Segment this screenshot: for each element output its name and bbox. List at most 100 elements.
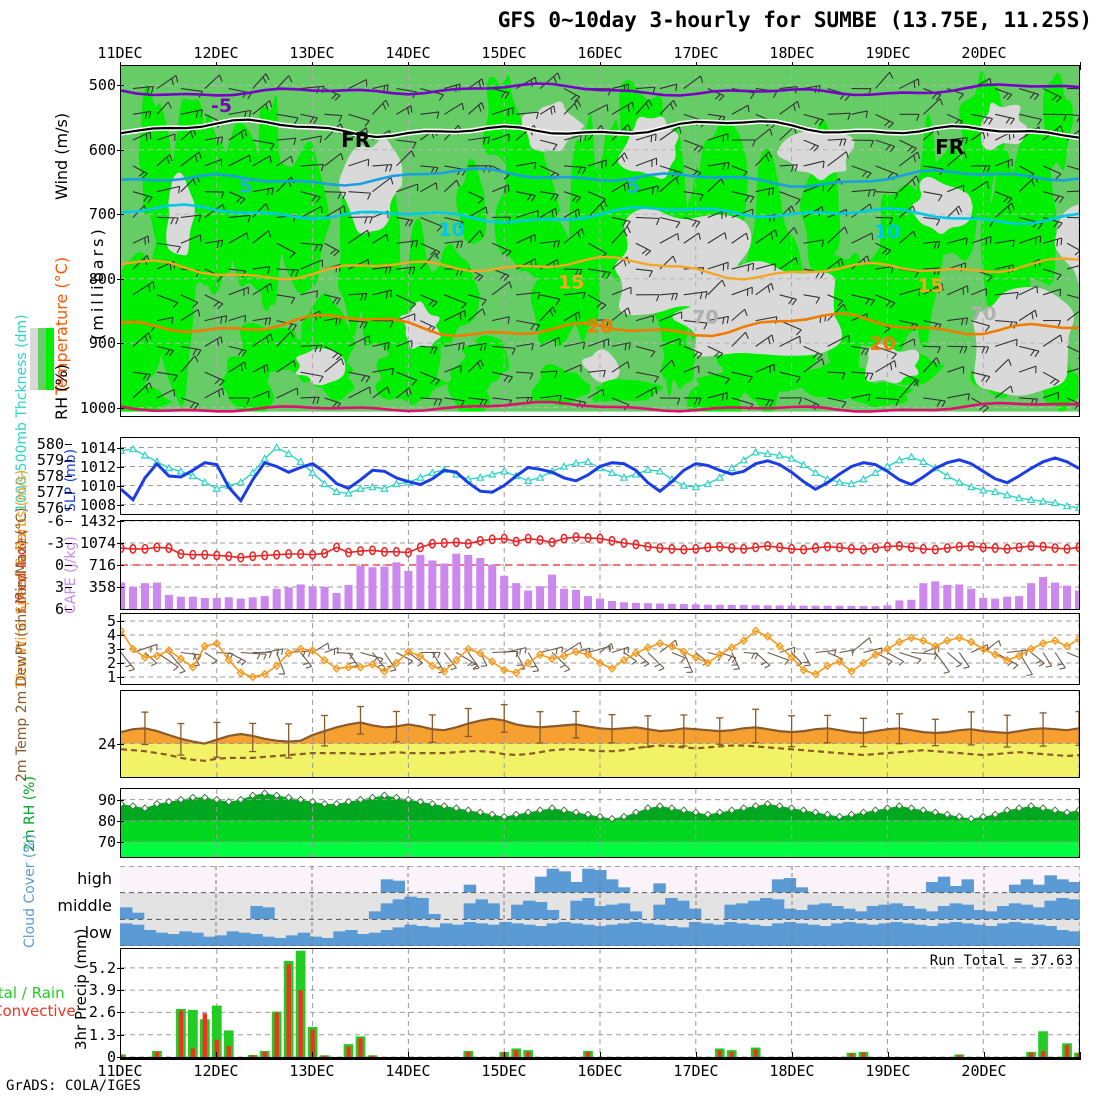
contour-label: 15	[917, 275, 943, 297]
date-label-20dec: 20DEC	[961, 44, 1007, 62]
date-label-13dec: 13DEC	[289, 1062, 335, 1080]
cloud-row-label-high: high	[77, 869, 112, 889]
contour-label: 5	[239, 175, 252, 197]
top-date-axis: 11DEC 12DEC 13DEC 14DEC 15DEC 16DEC 17DEC 18DEC…	[0, 44, 1100, 70]
date-label-14dec: 14DEC	[385, 44, 431, 62]
y-tick-label: 1	[106, 668, 116, 686]
date-label-16dec: 16DEC	[577, 1062, 623, 1080]
contour-label: 70	[970, 303, 996, 325]
axis-tick	[984, 1052, 985, 1060]
y-tick-label: 716	[88, 556, 116, 574]
y-tick-label: 24	[97, 734, 116, 753]
y-tick-mark	[117, 649, 124, 650]
date-label-13dec: 13DEC	[289, 44, 335, 62]
precip-label-convective: Convective	[0, 1002, 76, 1020]
panel-2m-rh	[120, 788, 1080, 858]
y-tick-label: 90	[97, 790, 116, 809]
axis-tick	[216, 1052, 217, 1060]
panel-slp-thickness	[120, 437, 1080, 515]
rh-legend-band	[38, 328, 46, 390]
rh-legend-band	[30, 328, 38, 390]
y-tick-mark	[117, 214, 124, 216]
panel-cape-lifted-index	[120, 520, 1080, 610]
y-tick-mark	[65, 565, 72, 566]
date-label-17dec: 17DEC	[673, 44, 719, 62]
panel-precip: Run Total = 37.63	[120, 948, 1080, 1058]
precip-label-total: Total / Rain	[0, 984, 65, 1002]
grads-credit: GrADS: COLA/IGES	[6, 1078, 141, 1094]
date-label-17dec: 17DEC	[673, 1062, 719, 1080]
contour-label: -5	[211, 95, 232, 117]
y-tick-label: 0	[54, 556, 64, 574]
y-tick-mark	[65, 521, 72, 522]
y-tick-label: 579	[36, 451, 64, 470]
axis-tick	[408, 1052, 409, 1060]
y-tick-label: 1432	[79, 512, 116, 530]
y-tick-label: 580	[36, 435, 64, 454]
precip-plot	[121, 949, 1079, 1057]
y-tick-mark	[117, 1012, 124, 1014]
contour-label: 10	[438, 219, 464, 241]
y-tick-label: 1014	[79, 438, 116, 457]
panel-cloud-cover	[120, 866, 1080, 946]
y-tick-mark	[65, 507, 72, 509]
y-tick-label: -6	[45, 512, 64, 530]
wind10m-plot	[121, 614, 1079, 684]
y-tick-mark	[117, 635, 124, 636]
contour-label: 70	[692, 307, 718, 329]
contour-label: 15	[558, 272, 584, 294]
y-tick-label: 2.6	[88, 1003, 116, 1022]
y-tick-label: 5	[106, 612, 116, 630]
panel-2m-temp	[120, 690, 1080, 778]
y-tick-mark	[65, 491, 72, 493]
axis-tick	[888, 1052, 889, 1060]
y-tick-label: 70	[97, 833, 116, 852]
y-tick-mark	[65, 543, 72, 544]
y-tick-label: 900	[88, 334, 116, 353]
axis-tick	[120, 1052, 121, 1060]
y-tick-mark	[117, 587, 124, 588]
panel-10m-wind	[120, 613, 1080, 685]
rh2m-plot	[121, 789, 1079, 857]
bottom-date-axis: 11DEC 12DEC 13DEC 14DEC 15DEC 16DEC 17DEC 18DEC…	[0, 1052, 1100, 1082]
y-tick-label: 1010	[79, 476, 116, 495]
y-tick-label: 3	[106, 640, 116, 658]
date-label-12dec: 12DEC	[193, 1062, 239, 1080]
cloud-row-labels: high middle low	[0, 866, 120, 946]
y-tick-label: 800	[88, 269, 116, 288]
y-tick-label: 3.9	[88, 981, 116, 1000]
run-total-label: Run Total = 37.63	[929, 953, 1073, 969]
axis-tick	[696, 1052, 697, 1060]
y-tick-label: 500	[88, 76, 116, 95]
page-title: GFS 0~10day 3-hourly for SUMBE (13.75E, …	[497, 8, 1092, 32]
y-tick-mark	[117, 1057, 124, 1058]
y-tick-mark	[65, 587, 72, 588]
y-tick-label: 5.2	[88, 958, 116, 977]
y-tick-mark	[117, 343, 124, 345]
y-tick-mark	[65, 460, 72, 462]
y-tick-label: 0	[106, 1048, 116, 1066]
y-tick-mark	[117, 466, 124, 468]
y-tick-mark	[65, 444, 72, 446]
y-tick-label: 1074	[79, 534, 116, 552]
y-tick-label: 700	[88, 205, 116, 224]
y-tick-label: 3	[54, 578, 64, 596]
y-tick-mark	[117, 278, 124, 280]
axis-tick	[1080, 1052, 1081, 1060]
y-tick-mark	[65, 476, 72, 477]
y-tick-mark	[117, 677, 124, 678]
cloud-cover-plot	[120, 866, 1080, 946]
y-tick-label: 1000	[79, 398, 116, 417]
y-tick-label: 1012	[79, 457, 116, 476]
contour-label: 5	[627, 175, 640, 197]
axis-tick	[504, 1052, 505, 1060]
cloud-row-label-middle: middle	[57, 896, 112, 915]
date-label-12dec: 12DEC	[193, 44, 239, 62]
y-tick-mark	[117, 820, 124, 822]
contour-label: FR	[341, 128, 370, 152]
y-tick-mark	[117, 967, 124, 969]
cloud-row-label-low: low	[84, 922, 112, 942]
y-tick-mark	[117, 504, 124, 506]
y-tick-label: 576	[36, 498, 64, 517]
y-tick-label: 358	[88, 578, 116, 596]
